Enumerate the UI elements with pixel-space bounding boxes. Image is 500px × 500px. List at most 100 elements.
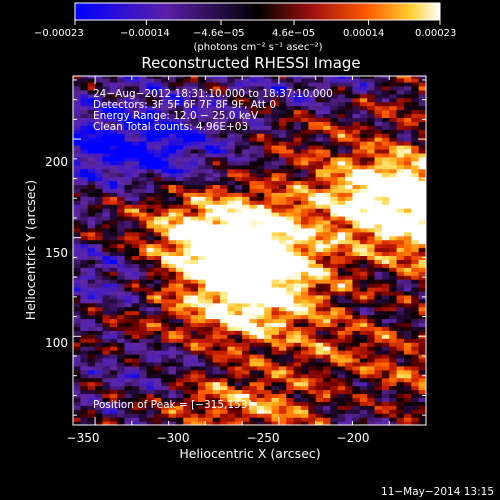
image-pixel	[330, 286, 339, 292]
image-pixel	[411, 200, 420, 205]
image-pixel	[411, 125, 420, 130]
image-pixel	[256, 373, 265, 379]
image-pixel	[198, 141, 206, 146]
image-pixel	[271, 219, 280, 225]
image-pixel	[389, 184, 398, 189]
image-pixel	[198, 204, 206, 209]
image-pixel	[131, 389, 140, 395]
image-pixel	[352, 318, 361, 324]
image-pixel	[300, 267, 309, 272]
image-pixel	[411, 196, 420, 201]
image-pixel	[212, 377, 221, 383]
image-pixel	[131, 180, 140, 186]
image-pixel	[198, 373, 206, 379]
image-pixel	[117, 204, 126, 209]
image-pixel	[131, 342, 140, 347]
image-pixel	[131, 286, 140, 292]
image-pixel	[198, 279, 206, 284]
image-pixel	[87, 204, 96, 209]
image-pixel	[205, 77, 214, 83]
image-pixel	[359, 405, 368, 410]
image-pixel	[227, 243, 236, 249]
image-pixel	[389, 373, 398, 379]
image-pixel	[345, 247, 354, 253]
image-pixel	[161, 365, 170, 371]
image-pixel	[190, 97, 199, 103]
image-pixel	[264, 152, 273, 158]
image-pixel	[403, 141, 412, 146]
image-pixel	[242, 168, 251, 174]
image-pixel	[95, 133, 104, 138]
image-pixel	[286, 160, 295, 166]
image-pixel	[359, 294, 368, 300]
image-pixel	[374, 204, 383, 209]
image-pixel	[315, 294, 324, 300]
image-pixel	[293, 369, 302, 375]
image-pixel	[403, 77, 412, 83]
image-pixel	[117, 239, 126, 245]
image-pixel	[418, 251, 426, 257]
image-pixel	[271, 350, 280, 355]
image-pixel	[242, 357, 251, 363]
image-pixel	[411, 145, 420, 150]
image-pixel	[256, 152, 265, 158]
image-pixel	[256, 85, 265, 91]
image-pixel	[117, 176, 126, 182]
image-pixel	[124, 401, 133, 406]
image-pixel	[109, 105, 118, 111]
image-pixel	[234, 409, 243, 414]
image-pixel	[308, 133, 317, 138]
image-pixel	[153, 290, 162, 296]
image-pixel	[117, 93, 126, 99]
image-pixel	[212, 141, 221, 146]
image-pixel	[102, 101, 111, 107]
image-pixel	[315, 121, 324, 126]
image-pixel	[117, 314, 126, 320]
image-pixel	[278, 125, 287, 130]
image-pixel	[352, 247, 361, 253]
image-pixel	[315, 354, 324, 359]
image-pixel	[308, 405, 317, 410]
image-pixel	[227, 184, 236, 189]
image-pixel	[153, 318, 162, 324]
image-pixel	[411, 81, 420, 87]
image-pixel	[359, 365, 368, 371]
image-pixel	[271, 204, 280, 209]
image-pixel	[168, 290, 177, 296]
image-pixel	[293, 417, 302, 422]
image-pixel	[131, 409, 140, 414]
image-pixel	[109, 129, 118, 134]
image-pixel	[374, 212, 383, 217]
image-pixel	[190, 235, 199, 241]
image-pixel	[87, 168, 96, 174]
image-pixel	[87, 164, 96, 170]
image-pixel	[117, 192, 126, 197]
image-pixel	[359, 357, 368, 363]
image-pixel	[323, 208, 331, 213]
image-pixel	[80, 121, 89, 126]
image-pixel	[278, 342, 287, 347]
image-pixel	[249, 137, 258, 142]
image-pixel	[330, 405, 339, 410]
image-pixel	[87, 322, 96, 328]
image-pixel	[95, 306, 104, 312]
image-pixel	[315, 361, 324, 367]
image-pixel	[234, 318, 243, 324]
image-pixel	[139, 133, 148, 138]
image-pixel	[220, 401, 229, 406]
image-pixel	[315, 421, 324, 425]
image-pixel	[293, 342, 302, 347]
image-pixel	[168, 223, 177, 229]
image-pixel	[95, 239, 104, 245]
image-pixel	[352, 381, 361, 387]
image-pixel	[205, 409, 214, 414]
image-pixel	[286, 306, 295, 312]
image-pixel	[286, 263, 295, 268]
image-pixel	[175, 160, 184, 166]
image-pixel	[389, 409, 398, 414]
image-pixel	[234, 133, 243, 138]
image-pixel	[153, 121, 162, 126]
image-pixel	[95, 310, 104, 316]
image-pixel	[190, 180, 199, 186]
image-pixel	[227, 310, 236, 316]
